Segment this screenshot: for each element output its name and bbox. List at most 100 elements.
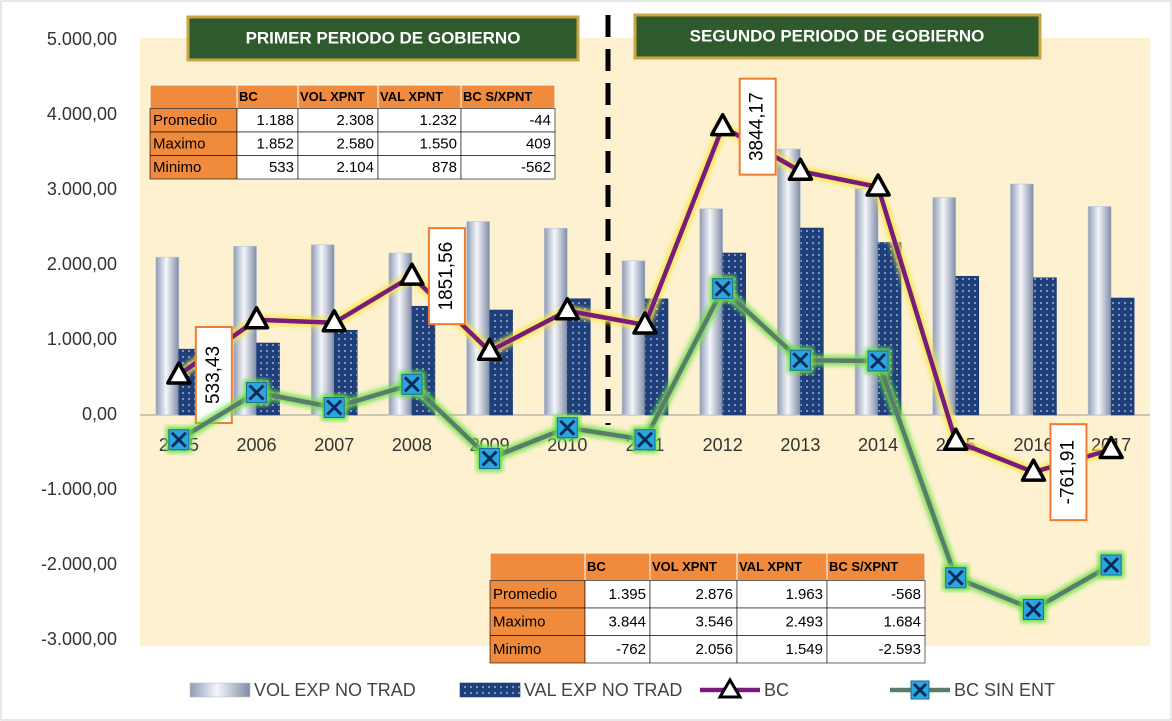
marker — [476, 337, 503, 361]
marker-x — [481, 450, 498, 467]
marker — [865, 348, 892, 374]
table-value: 2.876 — [695, 586, 733, 603]
table-value: 2.308 — [336, 112, 374, 129]
legend-marker — [717, 677, 743, 699]
table-value: 878 — [432, 159, 457, 176]
table-cell — [736, 607, 828, 636]
table-row-label: Minimo — [493, 641, 541, 658]
table-value: 2.580 — [336, 136, 374, 153]
table-value: -2.593 — [878, 641, 921, 658]
y-tick-label: -3.000,00 — [41, 629, 117, 649]
table-row-label: Promedio — [153, 112, 217, 129]
x-tick-label: 2012 — [703, 435, 743, 455]
data-label: 533,43 — [203, 346, 224, 404]
table-value: 1.549 — [785, 641, 823, 658]
table-value: 2.493 — [785, 614, 823, 631]
table-value: 2.056 — [695, 641, 733, 658]
y-tick-label: -1.000,00 — [41, 479, 117, 499]
table-value: 3.844 — [608, 614, 646, 631]
data-label-box — [738, 77, 777, 176]
x-tick-label: 2008 — [392, 435, 432, 455]
table-header: VOL XPNT — [652, 559, 717, 574]
table-value: 1.188 — [256, 112, 294, 129]
x-tick-label: 2007 — [314, 435, 354, 455]
bar — [800, 227, 824, 416]
bar — [1033, 277, 1057, 416]
marker-x — [403, 376, 420, 393]
table-cell — [826, 580, 926, 609]
data-label: -761,91 — [1057, 440, 1078, 504]
table-value: 1.684 — [883, 614, 921, 631]
bar — [1110, 297, 1135, 416]
marker — [398, 371, 425, 398]
banner-text: SEGUNDO PERIODO DE GOBIERNO — [690, 26, 985, 45]
marker — [709, 112, 736, 137]
data-label-box — [1049, 423, 1088, 522]
summary-table: BC VOL XPNT VAL XPNT BC S/XPNT Promedio 1.395… — [489, 552, 926, 664]
marker — [399, 262, 425, 286]
bar — [489, 309, 513, 416]
table-cell — [649, 580, 738, 609]
table-value: 2.104 — [336, 159, 374, 176]
table-row-label-cell — [489, 607, 586, 636]
table-cell — [826, 635, 926, 664]
marker — [787, 347, 814, 374]
table-header: BC — [587, 559, 606, 574]
y-tick-label: 4.000,00 — [47, 104, 117, 124]
marker — [1020, 458, 1047, 482]
table-row-label: Minimo — [153, 159, 201, 176]
banner — [633, 13, 1042, 60]
table-value: 1.395 — [608, 586, 646, 603]
bar — [777, 148, 801, 416]
table-row-label: Promedio — [493, 586, 557, 603]
banner — [186, 15, 580, 62]
marker-x — [326, 399, 343, 416]
table-header-cell — [649, 552, 738, 581]
marker-x — [792, 352, 809, 369]
table-row-label: Maximo — [493, 614, 546, 631]
y-tick-label: 3.000,00 — [47, 179, 117, 199]
marker-x — [870, 352, 887, 370]
table-cell — [149, 84, 238, 109]
y-tick-label: -2.000,00 — [41, 554, 117, 574]
table-value: 1.232 — [419, 112, 457, 129]
legend-swatch — [459, 682, 521, 698]
marker-x — [636, 431, 654, 448]
table-value: -762 — [616, 641, 646, 658]
x-tick-label: 2006 — [237, 435, 277, 455]
table-row-label-cell — [489, 635, 586, 664]
marker — [321, 309, 347, 333]
marker — [554, 297, 581, 321]
table-header: BC — [239, 89, 258, 104]
marker — [632, 426, 658, 453]
table-cell — [649, 635, 738, 664]
marker — [787, 157, 814, 181]
table-row-label: Maximo — [153, 136, 206, 153]
table-row-label-cell — [489, 580, 586, 609]
data-label: 3844,17 — [747, 92, 768, 161]
marker — [1098, 435, 1124, 460]
table-cell — [584, 607, 651, 636]
bar — [1010, 183, 1034, 416]
table-value: 1.550 — [419, 136, 457, 153]
table-value: -44 — [529, 112, 551, 129]
legend-label: VAL EXP NO TRAD — [524, 680, 682, 700]
bar — [1087, 206, 1112, 416]
summary-table: BC VOL XPNT VAL XPNT BC S/XPNT Promedio 1.188… — [149, 84, 556, 180]
marker-x — [170, 431, 187, 448]
marker-x — [947, 569, 964, 586]
table-header: BC S/XPNT — [829, 559, 898, 574]
table-header-cell — [736, 552, 828, 581]
table-value: 1.852 — [256, 136, 294, 153]
legend-swatch — [189, 682, 251, 698]
y-tick-label: 0,00 — [82, 404, 117, 424]
table-header: VAL XPNT — [739, 559, 802, 574]
y-tick-label: 5.000,00 — [47, 29, 117, 49]
table-cell — [460, 155, 556, 180]
bar — [955, 275, 980, 416]
legend-label: VOL EXP NO TRAD — [254, 680, 416, 700]
x-tick-label: 2014 — [858, 435, 898, 455]
bar — [854, 188, 879, 416]
marker-x — [714, 280, 731, 297]
